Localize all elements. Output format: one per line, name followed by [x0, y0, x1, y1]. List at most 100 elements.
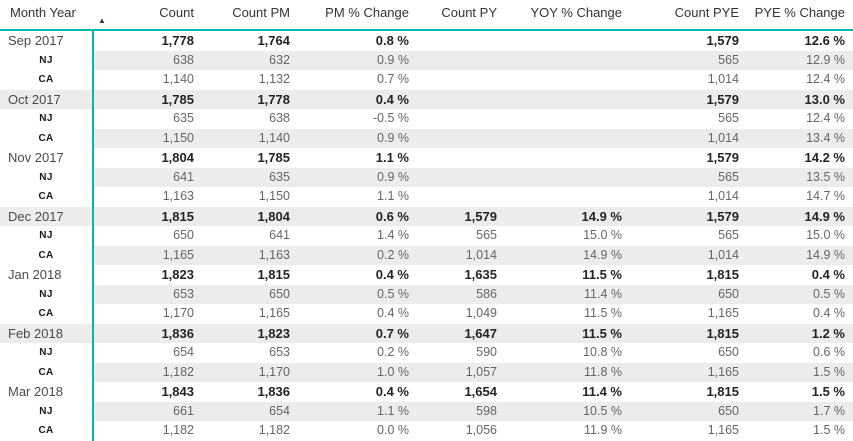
value-cell: 1,764 — [257, 33, 290, 48]
column-header-pm-change[interactable]: PM % Change — [298, 0, 417, 31]
column-header-month-year[interactable]: Month Year ▲ — [0, 0, 106, 31]
value-cell: 15.0 % — [806, 228, 845, 242]
value-cell: 0.0 % — [377, 423, 409, 437]
state-row: NJ 654 653 0.2 % 590 10.8 % 650 0.6 % — [0, 343, 853, 363]
value-cell: 0.7 % — [298, 323, 417, 343]
column-header-count[interactable]: Count — [93, 0, 202, 31]
state-row: NJ 641 635 0.9 % 565 13.5 % — [0, 167, 853, 187]
column-header-label: Count PM — [232, 5, 290, 20]
value-cell — [417, 70, 505, 90]
value-cell: 635 — [173, 111, 194, 125]
value-cell — [417, 148, 505, 168]
state-row-header[interactable]: CA — [0, 70, 94, 90]
value-cell: 0.4 % — [298, 89, 417, 109]
month-row-header[interactable]: Nov 2017 — [0, 148, 94, 168]
state-row-header[interactable]: CA — [0, 128, 94, 148]
value-cell: 1,165 — [630, 362, 747, 382]
state-row-header[interactable]: CA — [0, 362, 94, 382]
state-row-header[interactable]: NJ — [0, 50, 94, 70]
value-cell: 1,014 — [707, 72, 739, 86]
value-cell: 1,785 — [93, 89, 202, 109]
month-row-header[interactable]: Dec 2017 — [0, 206, 94, 226]
state-row: CA 1,182 1,182 0.0 % 1,056 11.9 % 1,165 1.5 % — [0, 421, 853, 441]
value-cell: 1,170 — [202, 362, 298, 382]
value-cell: 1,804 — [161, 150, 194, 165]
state-row-header[interactable]: NJ — [0, 401, 94, 421]
value-cell: 1,579 — [417, 206, 505, 226]
value-cell: 1.5 % — [813, 423, 845, 437]
month-row-header[interactable]: Sep 2017 — [0, 30, 94, 51]
value-cell: 14.9 % — [505, 245, 630, 265]
month-row-header[interactable]: Jan 2018 — [0, 265, 94, 285]
value-cell: 565 — [718, 111, 739, 125]
value-cell: 1,815 — [630, 323, 747, 343]
value-cell: 641 — [269, 228, 290, 242]
value-cell: 1,823 — [161, 267, 194, 282]
value-cell: 1,165 — [707, 423, 739, 437]
value-cell: 1,014 — [417, 245, 505, 265]
value-cell: 1,815 — [257, 267, 290, 282]
value-cell — [417, 109, 505, 129]
state-row: NJ 653 650 0.5 % 586 11.4 % 650 0.5 % — [0, 284, 853, 304]
month-row-header[interactable]: Mar 2018 — [0, 382, 94, 402]
value-cell: 654 — [173, 345, 194, 359]
value-cell: 565 — [630, 167, 747, 187]
value-cell: 1,014 — [630, 245, 747, 265]
month-row-header[interactable]: Feb 2018 — [0, 323, 94, 343]
state-row-header[interactable]: NJ — [0, 284, 94, 304]
value-cell: 0.4 % — [375, 384, 409, 399]
value-cell: 0.2 % — [298, 245, 417, 265]
state-row-header[interactable]: NJ — [0, 226, 94, 246]
value-cell: 12.4 % — [806, 111, 845, 125]
state-row-header[interactable]: NJ — [0, 109, 94, 129]
column-header-label: Count — [159, 5, 194, 20]
state-row-header[interactable]: CA — [0, 304, 94, 324]
month-row-header[interactable]: Oct 2017 — [0, 89, 94, 109]
value-cell: 1,815 — [706, 384, 739, 399]
value-cell: 1,778 — [202, 89, 298, 109]
value-cell: 14.7 % — [806, 189, 845, 203]
value-cell: 1,836 — [257, 384, 290, 399]
value-cell: 12.9 % — [747, 50, 853, 70]
value-cell: 12.4 % — [806, 72, 845, 86]
state-row: NJ 650 641 1.4 % 565 15.0 % 565 15.0 % — [0, 226, 853, 246]
column-header-label: YOY % Change — [530, 5, 622, 20]
value-cell: 0.5 % — [298, 284, 417, 304]
value-cell: 0.4 % — [813, 306, 845, 320]
value-cell: 0.5 % — [747, 284, 853, 304]
state-row-header[interactable]: CA — [0, 187, 94, 207]
value-cell — [505, 70, 630, 90]
state-row: NJ 638 632 0.9 % 565 12.9 % — [0, 50, 853, 70]
value-cell: 1,163 — [202, 245, 298, 265]
value-cell: 13.4 % — [747, 128, 853, 148]
column-header-count-py[interactable]: Count PY — [417, 0, 505, 31]
value-cell — [417, 30, 505, 51]
value-cell: 1,165 — [258, 306, 290, 320]
value-cell: 650 — [173, 228, 194, 242]
value-cell: 15.0 % — [583, 228, 622, 242]
state-row-header[interactable]: CA — [0, 421, 94, 441]
value-cell: 653 — [269, 345, 290, 359]
sort-ascending-icon[interactable]: ▲ — [98, 16, 106, 25]
state-row-header[interactable]: CA — [0, 245, 94, 265]
value-cell: 11.5 % — [584, 306, 622, 320]
value-cell: 1,647 — [417, 323, 505, 343]
month-row: Jan 2018 1,823 1,815 0.4 % 1,635 11.5 % 1,815 0… — [0, 265, 853, 285]
column-header-label: PYE % Change — [754, 5, 845, 20]
column-header-count-pm[interactable]: Count PM — [202, 0, 298, 31]
column-header-label: Month Year — [10, 5, 76, 20]
value-cell: 1,140 — [202, 128, 298, 148]
column-header-pye-change[interactable]: PYE % Change — [747, 0, 853, 31]
column-header-count-pye[interactable]: Count PYE — [630, 0, 747, 31]
value-cell — [417, 167, 505, 187]
value-cell: 638 — [269, 111, 290, 125]
state-row-header[interactable]: NJ — [0, 167, 94, 187]
value-cell — [505, 148, 630, 168]
column-header-label: Count PY — [441, 5, 497, 20]
value-cell: 0.9 % — [298, 128, 417, 148]
value-cell: 635 — [202, 167, 298, 187]
state-row: CA 1,163 1,150 1.1 % 1,014 14.7 % — [0, 187, 853, 207]
column-header-yoy-change[interactable]: YOY % Change — [505, 0, 630, 31]
value-cell: 1,182 — [258, 423, 290, 437]
state-row-header[interactable]: NJ — [0, 343, 94, 363]
